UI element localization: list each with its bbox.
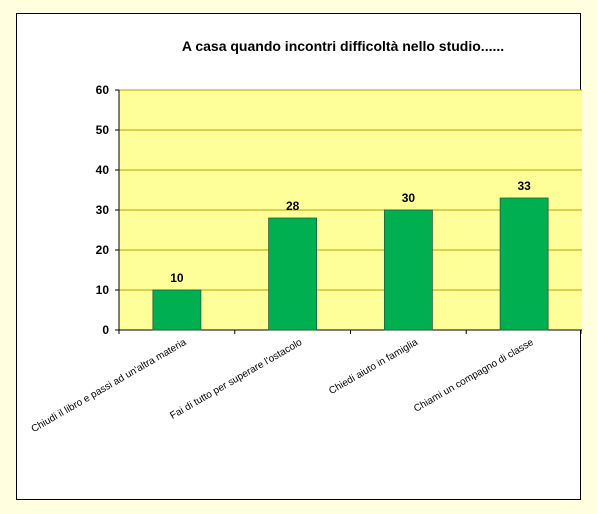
bar [268, 217, 318, 331]
y-tick-label: 0 [102, 323, 109, 337]
category-label: Chiedi aiuto in famiglia [327, 337, 420, 397]
category-label: Fai di tutto per superare l'ostacolo [168, 337, 304, 422]
bar [499, 197, 549, 331]
plot-area: 0 10 20 30 40 50 60 10 Chiudi il libro e passi a… [30, 83, 582, 435]
category-label: Chiami un compagno di classe [412, 337, 536, 415]
bar [152, 289, 202, 331]
y-tick-label: 60 [96, 83, 110, 97]
y-tick-label: 50 [96, 123, 110, 137]
y-tick-label: 30 [96, 203, 110, 217]
y-tick-label: 40 [96, 163, 110, 177]
chart-title: A casa quando incontri difficoltà nello … [182, 38, 504, 54]
y-tick-label: 10 [96, 283, 110, 297]
bar [383, 209, 433, 331]
bar-value-label: 10 [170, 271, 184, 285]
bar-value-label: 28 [286, 199, 300, 213]
category-label: Chiudi il libro e passi ad un'altra mate… [30, 337, 189, 435]
bar-chart: A casa quando incontri difficoltà nello … [30, 38, 582, 435]
chart-frame: A casa quando incontri difficoltà nello … [16, 13, 582, 500]
y-tick-label: 20 [96, 243, 110, 257]
bar-value-label: 33 [517, 179, 531, 193]
bar-value-label: 30 [402, 191, 416, 205]
